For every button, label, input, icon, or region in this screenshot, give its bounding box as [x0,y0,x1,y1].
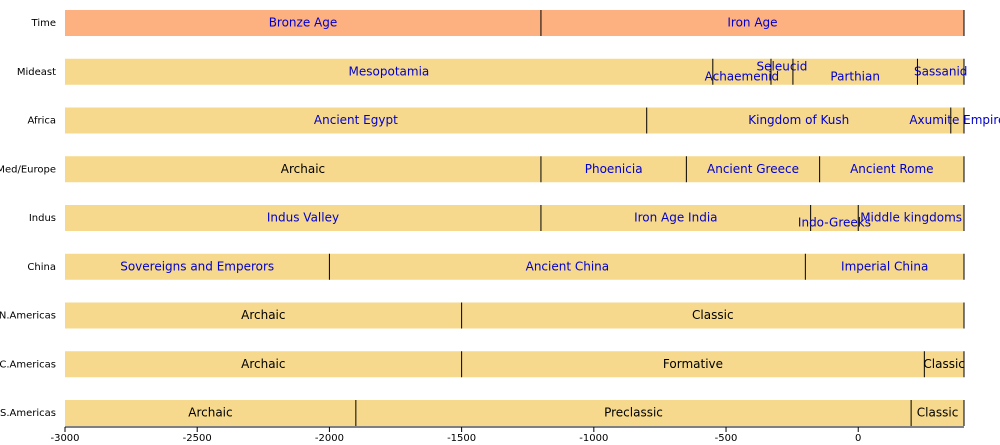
segment-label: Middle kingdoms [860,211,962,225]
row-label: Indus [29,213,56,224]
segment [65,302,462,329]
segment [805,253,964,280]
segment-label: Bronze Age [269,16,338,30]
segment-label: Phoenicia [585,162,643,176]
segment-label: Archaic [241,308,285,322]
segment [858,205,964,231]
segment-label: Ancient China [526,259,610,273]
segment [810,205,859,231]
row-label: Mideast [17,67,56,78]
segment-label: Archaic [241,357,285,371]
row-label: Med/Europe [0,164,56,175]
segment-label: Ancient Rome [850,162,933,176]
x-tick-label: -2000 [315,433,344,444]
segment-label: Kingdom of Kush [748,113,849,127]
x-tick-label: -2500 [183,433,212,444]
x-tick-label: -500 [715,433,738,444]
segment [461,302,964,329]
segment [792,58,918,85]
segment-label: Axumite Empire [909,113,1000,127]
x-tick-label: -1000 [579,433,608,444]
segment [924,351,964,378]
segment [770,58,793,85]
segment [917,58,964,85]
x-tick-label: -1500 [447,433,476,444]
segment-label: Sassanid [914,64,967,78]
segment [65,156,541,183]
row-label: S.Americas [0,408,56,419]
segment [646,107,951,134]
segment-label: Imperial China [841,259,928,273]
segment [686,156,820,183]
row-label: C.Americas [0,359,56,370]
segment-label: Sovereigns and Emperors [120,259,274,273]
segment-label: Achaemenid [705,69,780,83]
x-tick-label: 0 [855,433,861,444]
segment-label: Parthian [830,69,880,83]
segment [329,253,806,280]
segment [712,58,771,85]
segment [355,400,912,426]
segment-label: Classic [692,308,734,322]
segment-label: Seleucid [757,59,808,73]
segment [540,10,964,36]
segment-label: Classic [923,357,965,371]
segment [950,107,964,134]
segment-label: Iron Age [727,16,777,30]
segment [65,10,541,36]
segment-label: Formative [663,357,723,371]
segment [461,351,925,378]
segment [65,58,713,85]
row-label: Time [31,18,56,29]
segment [65,107,647,134]
row-label: Africa [27,116,56,127]
row-label: China [27,262,56,273]
segment-label: Indus Valley [267,211,339,225]
segment-label: Mesopotamia [349,64,430,78]
segment [65,205,541,231]
segment [819,156,964,183]
segment [65,400,356,426]
segment [65,253,330,280]
segment-label: Indo-Greeks [798,216,871,230]
segment-label: Preclassic [604,406,663,420]
segment-label: Iron Age India [634,211,717,225]
segment [540,205,811,231]
segment-label: Ancient Greece [707,162,799,176]
segment-label: Archaic [188,406,232,420]
segment-label: Archaic [281,162,325,176]
segment [540,156,687,183]
segment-label: Ancient Egypt [314,113,398,127]
segment-label: Classic [917,406,959,420]
segment [65,351,462,378]
x-tick-label: -3000 [50,433,79,444]
segment [911,400,964,426]
row-label: N.Americas [0,311,56,322]
